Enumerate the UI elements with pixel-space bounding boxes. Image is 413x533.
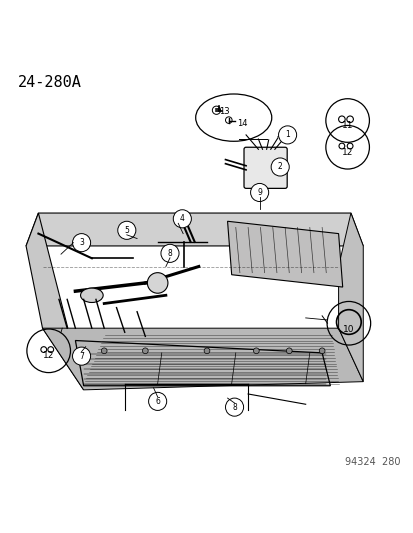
Text: 11: 11: [341, 122, 353, 131]
Polygon shape: [26, 213, 362, 246]
Text: 7: 7: [79, 352, 84, 361]
Text: 10: 10: [342, 325, 354, 334]
Circle shape: [225, 398, 243, 416]
Text: 12: 12: [341, 148, 352, 157]
Polygon shape: [338, 213, 362, 382]
Text: 6: 6: [155, 397, 160, 406]
Circle shape: [72, 233, 90, 252]
Circle shape: [173, 210, 191, 228]
Circle shape: [142, 348, 148, 354]
Text: 14: 14: [236, 119, 247, 128]
Circle shape: [117, 221, 135, 239]
Text: 5: 5: [124, 226, 129, 235]
Circle shape: [286, 348, 292, 354]
Text: 3: 3: [79, 238, 84, 247]
Circle shape: [250, 183, 268, 201]
Circle shape: [72, 347, 90, 365]
Text: 24-280A: 24-280A: [18, 75, 81, 90]
Polygon shape: [227, 221, 342, 287]
Polygon shape: [26, 213, 83, 390]
Circle shape: [161, 244, 178, 262]
Text: 8: 8: [167, 249, 172, 258]
FancyBboxPatch shape: [243, 147, 287, 188]
Circle shape: [148, 392, 166, 410]
Ellipse shape: [81, 288, 103, 303]
Text: 9: 9: [256, 188, 261, 197]
Text: 2: 2: [277, 163, 282, 172]
Circle shape: [101, 348, 107, 354]
Circle shape: [253, 348, 259, 354]
Text: 8: 8: [232, 402, 236, 411]
Text: 13: 13: [218, 107, 229, 116]
Text: 12: 12: [43, 351, 54, 360]
Circle shape: [204, 348, 209, 354]
Circle shape: [271, 158, 289, 176]
Text: 4: 4: [180, 214, 184, 223]
Text: 1: 1: [285, 131, 289, 140]
Circle shape: [318, 348, 324, 354]
Circle shape: [147, 273, 168, 293]
Circle shape: [278, 126, 296, 144]
Polygon shape: [43, 328, 362, 390]
Text: 94324  280: 94324 280: [344, 457, 399, 467]
